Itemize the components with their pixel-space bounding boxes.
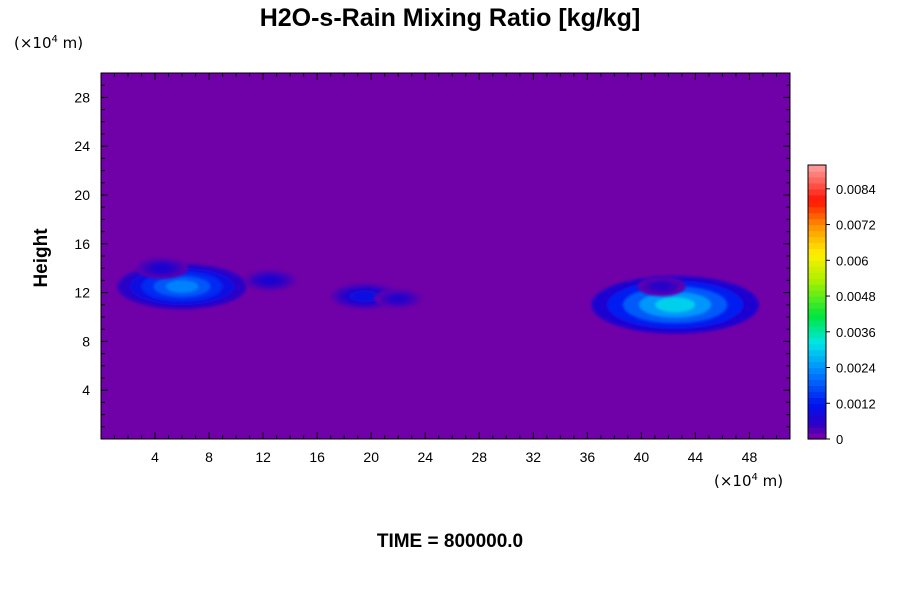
y-axis: 4 8 12 16 20 24 28 [74,84,790,428]
rain-feature [243,269,297,291]
colorbar: 0 0.0012 0.0024 0.0036 0.0048 0.006 0.0072 0.00… [807,164,876,447]
time-label: TIME = 800000.0 [376,531,524,552]
rain-feature [591,275,759,334]
rain-features [117,257,759,334]
y-tick-label: 16 [74,236,90,252]
x-tick-label: 48 [742,449,758,465]
x-tick-label: 24 [417,449,433,465]
x-axis: 4 8 12 16 20 24 28 32 36 40 44 48 [114,73,777,465]
x-tick-label: 28 [471,449,487,465]
colorbar-tick-label: 0.006 [836,253,869,268]
y-tick-label: 28 [74,89,90,105]
colorbar-tick-label: 0.0036 [836,325,876,340]
colorbar-tick-label: 0.0072 [836,218,876,233]
colorbar-frame [807,164,827,440]
colorbar-tick-label: 0.0024 [836,361,876,376]
rain-feature [374,288,423,309]
plot-area [101,73,790,439]
rain-feature [637,276,686,297]
x-tick-label: 40 [634,449,650,465]
x-tick-label: 20 [363,449,379,465]
chart-title: H2O-s-Rain Mixing Ratio [kg/kg] [259,4,641,32]
y-axis-unit: (×104 m) [14,34,84,52]
colorbar-tick-label: 0 [836,432,843,447]
x-tick-label: 36 [580,449,596,465]
y-tick-label: 20 [74,187,90,203]
y-tick-label: 24 [74,138,90,154]
x-tick-label: 16 [309,449,325,465]
x-tick-label: 32 [526,449,542,465]
y-tick-label: 8 [82,333,90,349]
colorbar-tick-label: 0.0012 [836,396,876,411]
x-tick-label: 8 [205,449,213,465]
y-tick-label: 4 [82,382,90,398]
x-tick-label: 12 [255,449,271,465]
colorbar-tick-label: 0.0084 [836,182,876,197]
x-tick-label: 44 [688,449,704,465]
y-tick-label: 12 [74,285,90,301]
rain-feature [135,257,189,279]
colorbar-tick-label: 0.0048 [836,289,876,304]
x-axis-unit: (×104 m) [714,472,784,490]
x-tick-label: 4 [151,449,159,465]
